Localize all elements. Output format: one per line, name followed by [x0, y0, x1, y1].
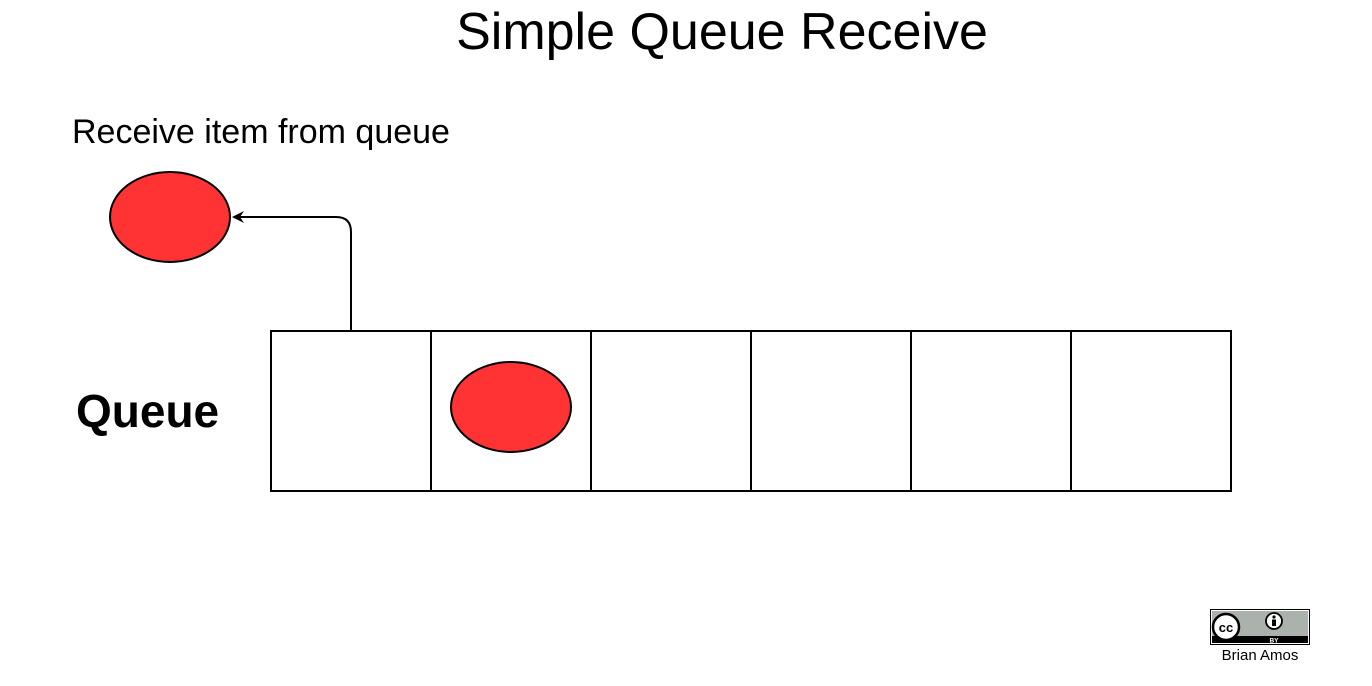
- queue-slot-3: [590, 330, 752, 492]
- by-label: BY: [1269, 637, 1279, 644]
- queue-slot-6: [1070, 330, 1232, 492]
- queue-slot-4: [750, 330, 912, 492]
- author-name: Brian Amos: [1221, 647, 1299, 664]
- queue-slot-5: [910, 330, 1072, 492]
- received-item: [109, 171, 231, 263]
- diagram-title: Simple Queue Receive: [456, 3, 988, 61]
- receive-arrow: [232, 211, 352, 330]
- receive-step-label: Receive item from queue: [72, 113, 450, 151]
- cc-icon-text: cc: [1219, 620, 1233, 635]
- attribution-icon: [1265, 612, 1283, 630]
- queue-slots: [270, 330, 1232, 492]
- queue-item-slot-2: [450, 361, 572, 453]
- license-block: cc BY Brian Amos: [1210, 609, 1310, 665]
- queue-label: Queue: [76, 385, 220, 437]
- queue-slot-1: [270, 330, 432, 492]
- cc-icon: cc: [1211, 612, 1241, 642]
- cc-by-badge: cc BY: [1210, 609, 1310, 645]
- queue-items: [450, 361, 572, 453]
